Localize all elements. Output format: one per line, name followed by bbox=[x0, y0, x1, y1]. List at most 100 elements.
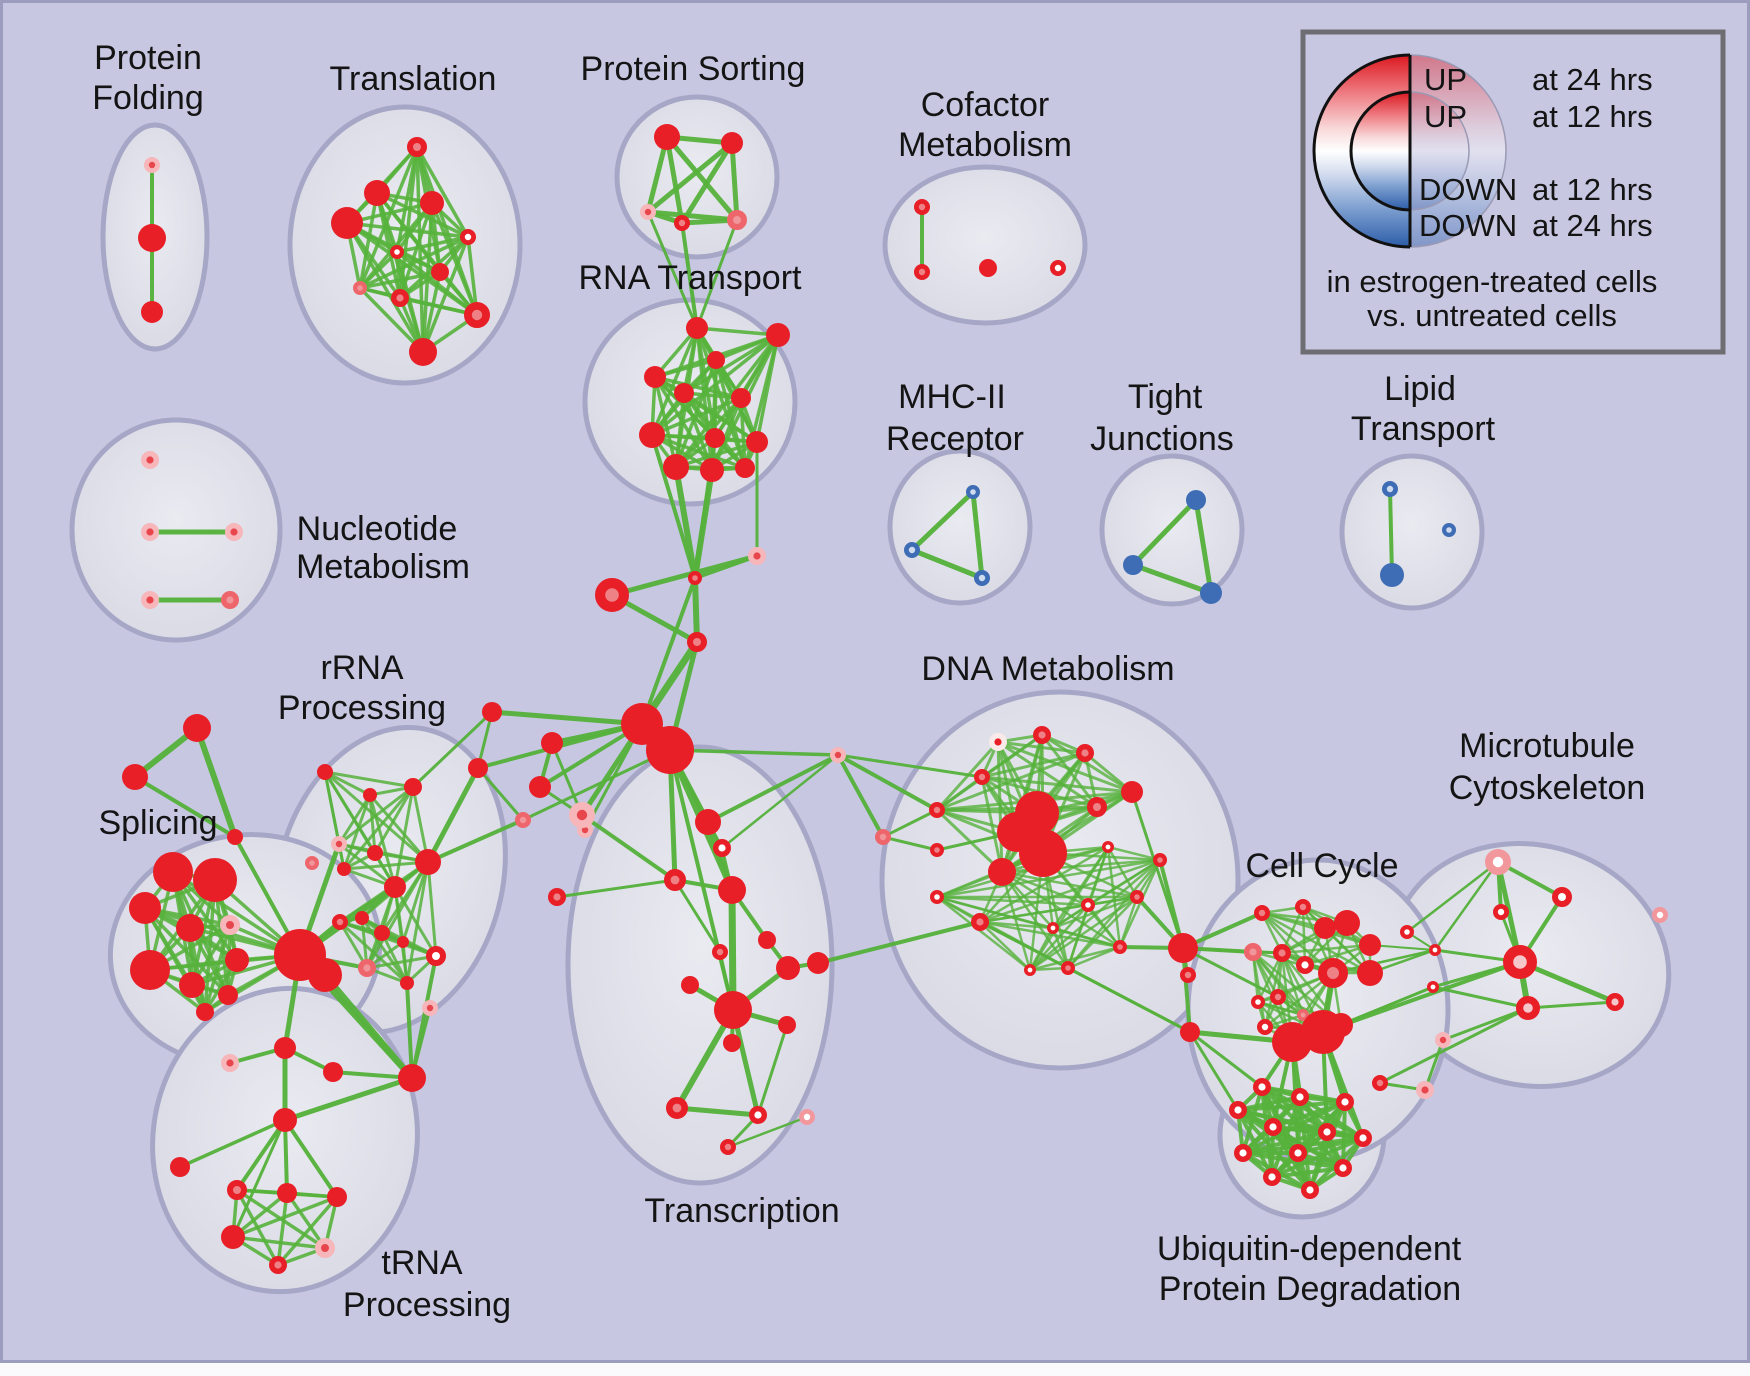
node-cc4 bbox=[1334, 910, 1360, 936]
node-rr4 bbox=[330, 836, 347, 853]
network-edge bbox=[368, 793, 377, 855]
network-edge bbox=[411, 710, 494, 789]
network-edge bbox=[1280, 951, 1305, 1017]
cluster-mhc-ii-receptor bbox=[887, 448, 1033, 606]
network-edge bbox=[1086, 903, 1122, 949]
node-lt3 bbox=[1441, 522, 1456, 537]
network-edge bbox=[706, 753, 840, 824]
node-sp4 bbox=[129, 892, 161, 924]
network-edge bbox=[1405, 860, 1500, 934]
node-mt10 bbox=[1435, 1032, 1452, 1049]
network-edge bbox=[203, 923, 232, 1014]
node-a1 bbox=[830, 747, 847, 764]
node-cm4 bbox=[1050, 259, 1067, 276]
node-sp9 bbox=[179, 972, 205, 998]
node-rt10 bbox=[663, 454, 689, 480]
node-ub2 bbox=[1290, 1087, 1309, 1106]
network-edge bbox=[489, 709, 645, 727]
node-rr15 bbox=[358, 959, 377, 978]
node-tj3 bbox=[1200, 582, 1222, 604]
network-edge bbox=[978, 858, 1162, 924]
legend-footnote-line2: vs. untreated cells bbox=[1367, 298, 1617, 333]
cluster-label-dna-metabolism-line1: DNA Metabolism bbox=[921, 650, 1174, 688]
node-rr18 bbox=[421, 1000, 438, 1017]
network-edge bbox=[395, 235, 470, 254]
node-sp2 bbox=[153, 852, 193, 892]
network-edge bbox=[728, 886, 737, 1014]
legend-row-time-3: at 12 hrs bbox=[1532, 172, 1653, 207]
network-edge bbox=[1086, 895, 1139, 907]
node-dm4 bbox=[989, 733, 1008, 752]
network-edge bbox=[342, 860, 430, 871]
node-rr5 bbox=[305, 855, 320, 870]
node-ub11 bbox=[1262, 1167, 1281, 1186]
node-t2 bbox=[364, 180, 390, 206]
network-edge bbox=[398, 296, 479, 317]
node-lt1 bbox=[1382, 480, 1399, 497]
node-cc8 bbox=[1295, 956, 1314, 975]
network-edge bbox=[358, 191, 379, 290]
cluster-label-ubiquitin-degradation-line1: Ubiquitin-dependent bbox=[1157, 1230, 1462, 1268]
network-edge bbox=[1000, 870, 1032, 972]
node-j2 bbox=[748, 547, 767, 566]
network-edge bbox=[235, 1118, 287, 1192]
network-edge bbox=[133, 775, 237, 839]
network-edge bbox=[980, 775, 1004, 874]
node-cm1 bbox=[914, 198, 931, 215]
network-edge bbox=[1106, 845, 1162, 862]
network-edge bbox=[673, 464, 698, 581]
node-mt9 bbox=[1415, 1080, 1434, 1099]
node-t7 bbox=[431, 263, 449, 281]
node-cc0 bbox=[1168, 933, 1198, 963]
network-edge bbox=[645, 140, 735, 215]
node-tr6 bbox=[548, 888, 567, 907]
network-edge bbox=[881, 835, 939, 852]
network-edge bbox=[1301, 905, 1307, 967]
node-tn1 bbox=[273, 1108, 297, 1132]
node-t10 bbox=[463, 301, 490, 328]
network-edge bbox=[1028, 903, 1090, 972]
node-dm21 bbox=[1180, 967, 1197, 984]
network-edge bbox=[726, 1115, 809, 1149]
node-dm11 bbox=[1102, 840, 1115, 853]
node-ub10 bbox=[1333, 1158, 1352, 1177]
network-edge bbox=[358, 270, 442, 290]
network-edge bbox=[1433, 860, 1500, 952]
network-edge bbox=[664, 134, 740, 223]
node-rr13 bbox=[397, 936, 409, 948]
network-edge bbox=[580, 813, 677, 882]
network-edge bbox=[609, 553, 760, 598]
cluster-label-trna-processing-line2: Processing bbox=[343, 1286, 511, 1324]
network-edge bbox=[978, 920, 1032, 972]
node-m2 bbox=[468, 758, 488, 778]
network-edge bbox=[360, 916, 409, 985]
network-edge bbox=[1431, 985, 1530, 1010]
node-rt7 bbox=[639, 422, 665, 448]
node-rt6 bbox=[731, 388, 751, 408]
node-cc11 bbox=[1250, 994, 1265, 1009]
network-edge bbox=[695, 218, 739, 330]
cluster-label-tight-junctions-line1: Tight bbox=[1128, 378, 1203, 416]
network-edge bbox=[415, 145, 470, 239]
network-edge bbox=[679, 140, 735, 226]
node-nm1 bbox=[140, 451, 159, 470]
network-edge bbox=[720, 753, 840, 850]
node-sp7 bbox=[225, 948, 249, 972]
node-rt3 bbox=[707, 351, 725, 369]
node-tn2 bbox=[170, 1157, 190, 1177]
node-nm2 bbox=[140, 523, 159, 542]
network-edge bbox=[640, 576, 697, 726]
network-edge bbox=[421, 235, 470, 354]
cluster-label-mhc-ii-receptor-line1: MHC-II bbox=[898, 378, 1006, 416]
node-ps2 bbox=[721, 132, 743, 154]
node-j3 bbox=[687, 632, 707, 652]
network-edge bbox=[337, 842, 397, 889]
node-nm5 bbox=[220, 591, 239, 610]
node-tr5 bbox=[663, 868, 686, 891]
network-edge bbox=[194, 725, 238, 840]
node-j0 bbox=[594, 577, 629, 612]
node-dm7 bbox=[1121, 781, 1143, 803]
network-edge bbox=[935, 845, 1110, 899]
network-edge bbox=[909, 547, 985, 581]
